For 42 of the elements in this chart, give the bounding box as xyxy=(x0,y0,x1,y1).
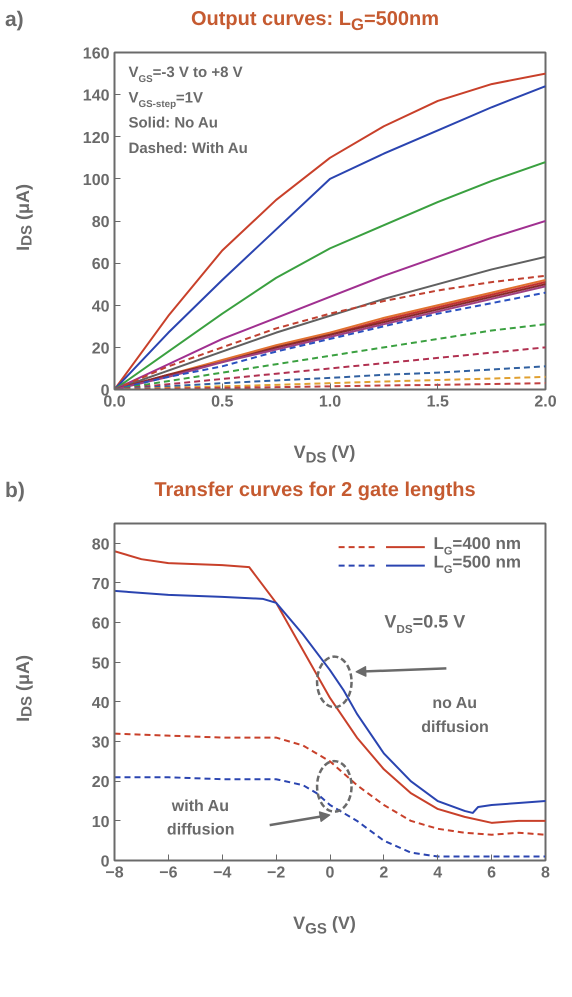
x-tick-label: −4 xyxy=(213,864,232,882)
annotation: Dashed: With Au xyxy=(128,140,248,157)
y-tick-label: 40 xyxy=(92,298,110,316)
x-tick-label: 0 xyxy=(326,864,335,882)
y-tick-label: 80 xyxy=(92,214,110,231)
x-tick-label: 0.5 xyxy=(211,394,234,410)
x-tick-label: −6 xyxy=(159,864,178,882)
y-tick-label: 20 xyxy=(92,774,110,792)
x-tick-label: 2 xyxy=(379,864,388,882)
y-tick-label: 70 xyxy=(92,576,110,593)
y-tick-label: 140 xyxy=(82,88,110,105)
y-tick-label: 60 xyxy=(92,616,110,633)
annotation: no Au diffusion xyxy=(421,695,489,736)
y-tick-label: 80 xyxy=(92,536,110,554)
x-tick-label: −2 xyxy=(267,864,286,882)
chart-title: Transfer curves for 2 gate lengths xyxy=(153,478,477,503)
y-tick-label: 160 xyxy=(82,46,110,62)
line-series xyxy=(114,776,546,858)
x-tick-label: 8 xyxy=(541,864,550,882)
annotation: Solid: No Au xyxy=(128,114,218,132)
x-tick-label: 1.5 xyxy=(426,394,449,410)
y-tick-label: 50 xyxy=(92,655,110,672)
x-tick-label: 1.0 xyxy=(318,394,342,410)
chart-title: Output curves: L$_{G}$=500nm xyxy=(190,7,440,36)
text: a) xyxy=(5,7,24,33)
x-axis-title: V$_{GS}$ (V) xyxy=(292,912,357,940)
y-tick-label: 100 xyxy=(82,172,110,189)
line-series xyxy=(114,732,546,836)
x-tick-label: 2.0 xyxy=(534,394,557,410)
y-tick-label: 60 xyxy=(92,256,110,274)
x-axis-title: V$_{DS}$ (V) xyxy=(292,441,356,469)
y-tick-label: 20 xyxy=(92,340,110,358)
x-tick-label: 4 xyxy=(433,864,442,882)
text: b) xyxy=(5,478,25,504)
y-tick-label: 10 xyxy=(92,814,110,831)
y-tick-label: 120 xyxy=(82,130,110,147)
y-tick-label: 30 xyxy=(92,734,110,752)
line-series xyxy=(114,590,546,814)
annotation: with Au diffusion xyxy=(166,798,234,839)
y-tick-label: 0 xyxy=(100,854,110,870)
y-tick-label: 40 xyxy=(92,694,110,712)
x-tick-label: 6 xyxy=(487,864,496,882)
